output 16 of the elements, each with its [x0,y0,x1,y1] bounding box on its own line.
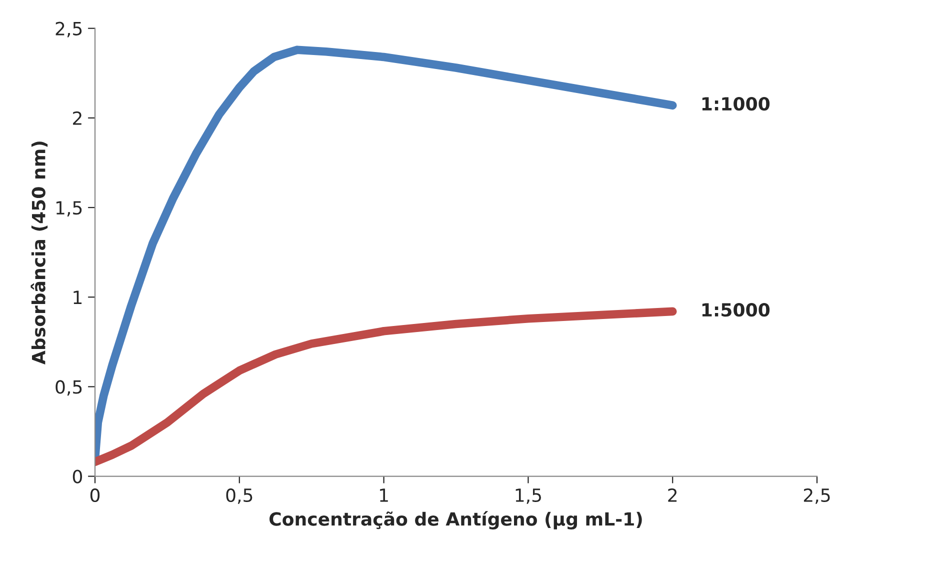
x-axis-title: Concentração de Antígeno (µg mL-1) [270,511,642,530]
x-tick-label: 2,5 [804,488,830,504]
y-tick-label: 0 [72,470,82,484]
x-tick-label: 2 [668,488,677,502]
y-tick-label: 2 [73,111,82,125]
x-tick-label: 0,5 [226,488,252,504]
series-label: 1:1000 [702,96,770,111]
y-tick-label: 1 [74,290,82,304]
x-tick-label: 0 [90,488,100,502]
y-tick-label: 2,5 [56,22,82,38]
x-tick-label: 1 [380,488,388,502]
y-tick-label: 1,5 [56,201,82,216]
y-axis-title: Absorbância (450 nm) [30,142,48,364]
y-tick-label: 0,5 [56,380,82,396]
series-label: 1:5000 [702,303,770,317]
x-tick-label: 1,5 [516,488,541,504]
